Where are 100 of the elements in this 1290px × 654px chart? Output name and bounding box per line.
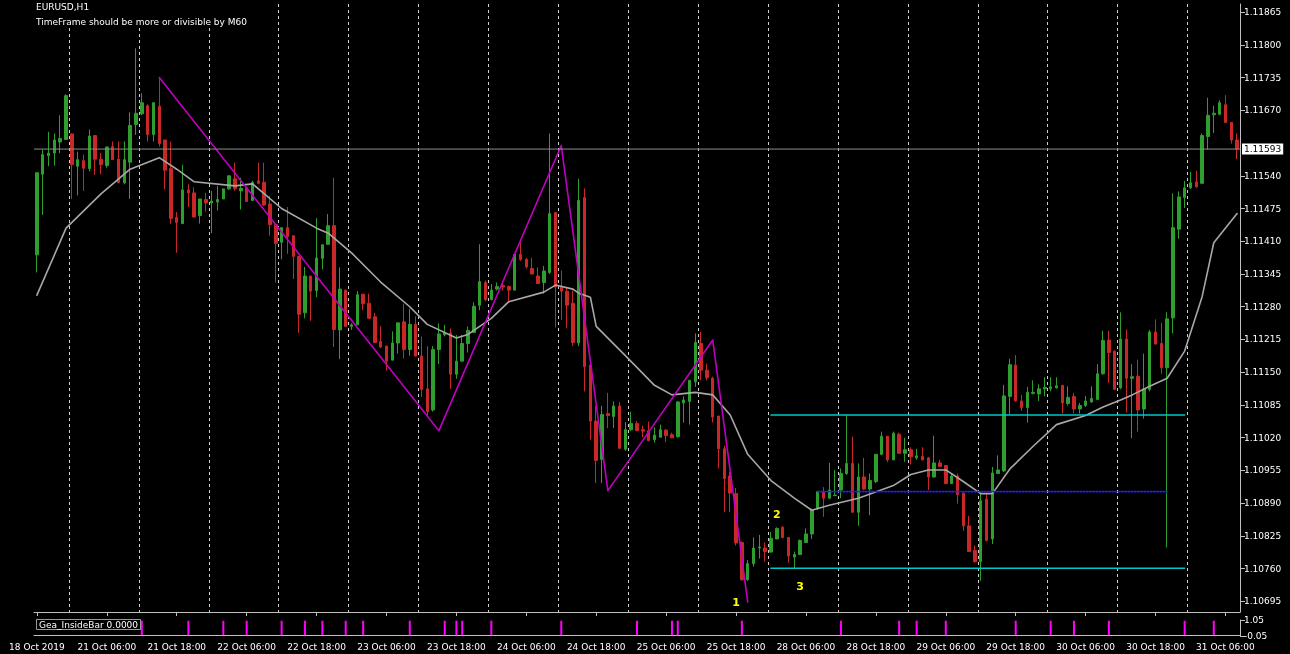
- candlestick: [169, 141, 173, 225]
- candlestick: [414, 315, 417, 357]
- candlestick: [321, 244, 324, 270]
- candlestick: [216, 185, 219, 212]
- candlestick: [192, 186, 196, 218]
- candlestick: [577, 178, 580, 347]
- candlestick: [286, 206, 289, 255]
- candlestick: [484, 280, 487, 302]
- candlestick: [775, 526, 779, 540]
- candlestick: [897, 432, 901, 454]
- candlestick: [1200, 132, 1204, 184]
- candlestick: [41, 149, 44, 216]
- candlestick: [53, 132, 56, 167]
- candlestick: [822, 486, 825, 518]
- candlestick: [1177, 190, 1181, 240]
- candlestick: [426, 345, 429, 418]
- x-tick-label: 29 Oct 18:00: [986, 641, 1046, 652]
- candlestick: [222, 188, 225, 200]
- candlestick: [1049, 376, 1052, 392]
- candlestick: [950, 472, 953, 485]
- candlestick: [612, 400, 615, 429]
- candlestick: [886, 435, 889, 463]
- candlestick: [717, 415, 720, 469]
- y-tick-label: 1.11540: [1244, 170, 1282, 181]
- candlestick: [292, 235, 295, 280]
- line-series: [36, 156, 1238, 512]
- candlestick: [542, 265, 546, 295]
- candlestick: [641, 425, 645, 438]
- candlestick: [117, 141, 120, 184]
- candlestick: [47, 131, 50, 167]
- candlestick: [571, 290, 575, 347]
- candlestick: [257, 162, 260, 185]
- candlestick: [309, 275, 312, 322]
- candlestick: [1206, 97, 1210, 151]
- candlestick: [82, 154, 85, 192]
- candlestick: [892, 431, 895, 461]
- candlestick: [548, 132, 551, 275]
- candlestick: [1218, 99, 1221, 116]
- candlestick: [315, 217, 318, 298]
- x-tick-label: 31 Oct 06:00: [1196, 641, 1256, 652]
- candlestick: [1026, 386, 1029, 424]
- candlestick: [1235, 132, 1239, 160]
- annotation: 2: [773, 508, 781, 522]
- candlestick: [1020, 394, 1023, 412]
- candlestick: [88, 128, 91, 172]
- candlestick: [1090, 385, 1093, 404]
- candlestick: [274, 224, 278, 284]
- candlestick: [804, 527, 808, 543]
- y-tick-label: 1.11670: [1244, 105, 1282, 116]
- y-tick-label: 1.10890: [1244, 498, 1282, 509]
- candlestick: [262, 162, 266, 207]
- candlestick: [1014, 354, 1017, 402]
- candlestick: [530, 257, 534, 275]
- candlestick: [1031, 379, 1035, 395]
- candlestick: [565, 286, 569, 329]
- x-tick-label: 23 Oct 06:00: [357, 641, 417, 652]
- candlestick: [781, 525, 784, 539]
- candlestick: [344, 289, 347, 327]
- candlestick: [70, 132, 74, 200]
- candlestick: [723, 445, 726, 513]
- candlestick: [624, 421, 627, 452]
- annotation: 1: [732, 596, 740, 610]
- candlestick: [140, 92, 144, 116]
- candlestick: [845, 414, 848, 476]
- candlestick: [64, 93, 68, 141]
- candlestick: [874, 453, 878, 484]
- candlestick: [711, 376, 714, 424]
- candlestick: [688, 379, 691, 426]
- candlestick: [699, 331, 703, 381]
- candlestick: [268, 195, 272, 237]
- candlestick: [175, 211, 178, 254]
- candlestick: [828, 462, 831, 500]
- candlestick: [373, 312, 377, 344]
- y-tick-label: 1.11865: [1244, 7, 1282, 18]
- candlestick: [239, 177, 243, 211]
- candlestick: [1066, 385, 1070, 406]
- candlestick: [76, 151, 79, 196]
- candlestick: [1171, 192, 1175, 334]
- candlestick: [152, 102, 155, 143]
- candlestick: [833, 469, 837, 497]
- candlestick: [1096, 363, 1099, 401]
- candlestick: [763, 541, 767, 563]
- candlestick: [35, 172, 39, 273]
- candlestick: [1136, 359, 1140, 433]
- y-tick-label: 1.05: [1244, 615, 1265, 625]
- y-tick-label: 1.10695: [1244, 596, 1282, 607]
- candlestick: [670, 432, 674, 439]
- candlestick: [93, 134, 97, 176]
- candlestick: [519, 241, 522, 262]
- candlestick: [927, 456, 930, 491]
- candlestick: [921, 446, 924, 461]
- candlestick: [420, 335, 423, 398]
- x-tick-label: 23 Oct 18:00: [427, 641, 486, 652]
- candlestick: [58, 114, 62, 154]
- candlestick: [618, 401, 621, 450]
- y-tick-label: 1.11020: [1244, 432, 1282, 443]
- y-tick-label: 1.11345: [1244, 269, 1282, 279]
- candlestick: [862, 457, 866, 491]
- candlestick: [1084, 395, 1087, 408]
- x-tick-label: 25 Oct 06:00: [636, 641, 696, 652]
